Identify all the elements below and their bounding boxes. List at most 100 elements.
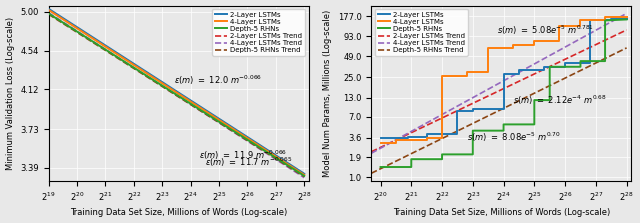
- 4-Layer LSTMs Trend: [367, 152, 375, 155]
- 2-Layer LSTMs: [168, 87, 175, 89]
- 2-Layer LSTMs: [294, 168, 302, 171]
- Depth-5 RHNs: [294, 171, 302, 173]
- 2-Layer LSTMs: [454, 109, 461, 112]
- Depth-5 RHNs Trend: [166, 90, 174, 93]
- 4-Layer LSTMs: [531, 44, 538, 47]
- Depth-5 RHNs: [168, 90, 175, 93]
- 4-Layer LSTMs: [294, 169, 302, 172]
- 4-Layer LSTMs: [300, 173, 308, 176]
- Depth-5 RHNs: [438, 158, 446, 161]
- 2-Layer LSTMs: [423, 133, 431, 136]
- Depth-5 RHNs Trend: [616, 50, 624, 52]
- 2-Layer LSTMs: [623, 18, 630, 21]
- Depth-5 RHNs: [469, 153, 477, 156]
- 2-Layer LSTMs: [404, 137, 412, 140]
- 4-Layer LSTMs: [423, 139, 431, 142]
- 4-Layer LSTMs Trend: [168, 91, 175, 93]
- 2-Layer LSTMs Trend: [197, 106, 205, 109]
- 4-Layer LSTMs Trend: [623, 12, 630, 15]
- 2-Layer LSTMs: [515, 72, 523, 75]
- 4-Layer LSTMs Trend: [577, 37, 584, 40]
- Depth-5 RHNs Trend: [45, 13, 52, 16]
- 4-Layer LSTMs: [168, 88, 175, 91]
- 2-Layer LSTMs Trend: [168, 87, 175, 90]
- Depth-5 RHNs Trend: [183, 101, 191, 103]
- Line: 2-Layer LSTMs Trend: 2-Layer LSTMs Trend: [49, 9, 304, 174]
- 4-Layer LSTMs: [509, 44, 516, 47]
- Depth-5 RHNs Trend: [300, 175, 308, 178]
- 2-Layer LSTMs: [469, 109, 477, 112]
- Depth-5 RHNs Trend: [367, 172, 375, 175]
- 4-Layer LSTMs Trend: [166, 90, 174, 92]
- 4-Layer LSTMs: [509, 46, 516, 49]
- Depth-5 RHNs Trend: [168, 91, 175, 94]
- Line: 2-Layer LSTMs: 2-Layer LSTMs: [381, 19, 627, 138]
- 2-Layer LSTMs Trend: [183, 97, 191, 100]
- 2-Layer LSTMs: [500, 72, 508, 75]
- Line: Depth-5 RHNs: Depth-5 RHNs: [49, 13, 304, 176]
- 4-Layer LSTMs Trend: [197, 109, 205, 112]
- 4-Layer LSTMs Trend: [45, 11, 52, 14]
- Depth-5 RHNs Trend: [623, 47, 630, 49]
- Line: 4-Layer LSTMs: 4-Layer LSTMs: [49, 10, 304, 175]
- 2-Layer LSTMs: [586, 61, 593, 64]
- Depth-5 RHNs: [577, 65, 584, 68]
- 4-Layer LSTMs: [254, 144, 262, 147]
- Depth-5 RHNs: [546, 65, 554, 68]
- 2-Layer LSTMs Trend: [300, 173, 308, 176]
- Text: $s(m)\ =\ 8.08e^{-5}\ m^{0.70}$: $s(m)\ =\ 8.08e^{-5}\ m^{0.70}$: [467, 131, 560, 144]
- 2-Layer LSTMs Trend: [489, 93, 497, 95]
- X-axis label: Training Data Set Size, Millions of Words (Log-scale): Training Data Set Size, Millions of Word…: [70, 209, 287, 217]
- Depth-5 RHNs: [408, 158, 415, 161]
- Depth-5 RHNs: [377, 166, 385, 168]
- 4-Layer LSTMs Trend: [489, 85, 497, 88]
- 2-Layer LSTMs Trend: [294, 169, 302, 172]
- 2-Layer LSTMs: [561, 65, 569, 68]
- 2-Layer LSTMs Trend: [166, 86, 174, 89]
- Depth-5 RHNs: [601, 60, 609, 62]
- 2-Layer LSTMs Trend: [367, 150, 375, 153]
- 4-Layer LSTMs: [183, 98, 191, 101]
- 4-Layer LSTMs Trend: [490, 85, 498, 87]
- 4-Layer LSTMs Trend: [616, 15, 624, 18]
- 2-Layer LSTMs Trend: [490, 92, 498, 95]
- 4-Layer LSTMs: [377, 142, 385, 145]
- Line: 2-Layer LSTMs: 2-Layer LSTMs: [49, 9, 304, 174]
- 2-Layer LSTMs: [607, 18, 615, 21]
- 4-Layer LSTMs: [601, 15, 609, 18]
- Depth-5 RHNs: [300, 175, 308, 177]
- 2-Layer LSTMs: [404, 135, 412, 138]
- Depth-5 RHNs Trend: [506, 104, 513, 107]
- X-axis label: Training Data Set Size, Millions of Words (Log-scale): Training Data Set Size, Millions of Word…: [392, 209, 610, 217]
- Depth-5 RHNs Trend: [489, 112, 497, 115]
- Depth-5 RHNs Trend: [520, 97, 527, 100]
- 2-Layer LSTMs: [454, 133, 461, 136]
- 4-Layer LSTMs Trend: [254, 147, 262, 149]
- Depth-5 RHNs Trend: [254, 146, 262, 149]
- 2-Layer LSTMs Trend: [45, 8, 52, 11]
- 4-Layer LSTMs: [392, 142, 400, 145]
- Depth-5 RHNs: [197, 109, 205, 112]
- Depth-5 RHNs Trend: [197, 109, 205, 112]
- Depth-5 RHNs: [183, 100, 191, 103]
- 4-Layer LSTMs: [555, 25, 563, 27]
- 2-Layer LSTMs: [254, 143, 262, 145]
- Depth-5 RHNs: [546, 99, 554, 101]
- Depth-5 RHNs: [577, 60, 584, 62]
- 2-Layer LSTMs: [561, 61, 569, 64]
- Depth-5 RHNs: [500, 129, 508, 132]
- Text: $\varepsilon(m)\ =\ 11.7\ m^{-0.065}$: $\varepsilon(m)\ =\ 11.7\ m^{-0.065}$: [205, 155, 292, 169]
- 4-Layer LSTMs: [463, 75, 470, 77]
- 2-Layer LSTMs Trend: [577, 51, 584, 53]
- 4-Layer LSTMs: [555, 40, 563, 42]
- Legend: 2-Layer LSTMs, 4-Layer LSTMs, Depth-5 RHNs, 2-Layer LSTMs Trend, 4-Layer LSTMs T: 2-Layer LSTMs, 4-Layer LSTMs, Depth-5 RH…: [212, 9, 305, 56]
- 2-Layer LSTMs: [540, 68, 547, 71]
- Line: 4-Layer LSTMs: 4-Layer LSTMs: [381, 17, 627, 143]
- 4-Layer LSTMs Trend: [294, 172, 302, 175]
- 4-Layer LSTMs: [45, 9, 52, 11]
- 2-Layer LSTMs Trend: [616, 31, 624, 34]
- Depth-5 RHNs Trend: [490, 112, 498, 114]
- Line: Depth-5 RHNs: Depth-5 RHNs: [381, 19, 627, 167]
- 2-Layer LSTMs Trend: [254, 143, 262, 146]
- 2-Layer LSTMs: [166, 86, 174, 89]
